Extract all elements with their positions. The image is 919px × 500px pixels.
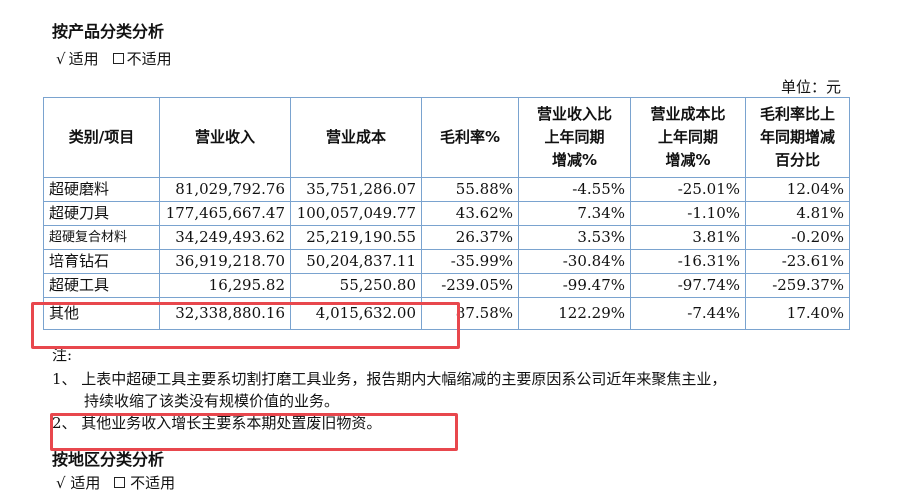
cell-margin-change: 17.40% [745,297,850,330]
cell-margin-change: 12.04% [745,177,850,202]
highlight-box-other-row [31,302,460,349]
cell-margin: -239.05% [421,273,519,298]
header-category: 类别/项目 [43,97,160,178]
header-revenue-change: 营业收入比 上年同期 增减% [518,97,631,178]
header-margin-change: 毛利率比上 年同期增减 百分比 [745,97,850,178]
section2-title: 按地区分类分析 [52,450,165,469]
section-title: 按产品分类分析 [52,22,165,41]
cell-cost-change: -25.01% [630,177,746,202]
empty-checkbox-icon [114,477,126,488]
cell-revenue-change: -4.55% [518,177,631,202]
cell-margin-change: -259.37% [745,273,850,298]
option-not-applicable: 不适用 [112,48,172,69]
cell-revenue-change: 122.29% [518,297,631,330]
header-cost-change-line1: 营业成本比 [650,105,726,123]
empty-checkbox-icon [112,53,124,64]
header-gross-margin: 毛利率% [421,97,519,178]
cell-category: 超硬复合材料 [43,225,160,250]
cell-revenue-change: -99.47% [518,273,631,298]
table-row: 超硬复合材料 34,249,493.62 25,219,190.55 26.37… [43,225,850,250]
option-not-applicable-label-2: 不适用 [130,474,176,492]
notes-block: 注: 1、 上表中超硬工具主要系切割打磨工具业务，报告期内大幅缩减的主要原因系公… [52,344,726,434]
cell-cost-change: 3.81% [630,225,746,250]
cell-cost-change: -16.31% [630,249,746,274]
note-1-line1: 1、 上表中超硬工具主要系切割打磨工具业务，报告期内大幅缩减的主要原因系公司近年… [52,370,727,388]
cell-cost: 25,219,190.55 [290,225,422,250]
cell-cost: 55,250.80 [290,273,422,298]
cell-category: 超硬工具 [43,273,160,298]
header-cost-change-line3: 增减% [665,151,711,169]
header-margin-change-line1: 毛利率比上 [759,105,835,123]
cell-cost: 35,751,286.07 [290,177,422,202]
table-row: 超硬刀具 177,465,667.47 100,057,049.77 43.62… [43,201,850,226]
table-header-row: 类别/项目 营业收入 营业成本 毛利率% 营业收入比 上年同期 增减% 营业成本… [43,97,850,178]
header-margin-change-line2: 年同期增减 [759,128,835,146]
cell-cost-change: -97.74% [630,273,746,298]
cell-cost: 50,204,837.11 [290,249,422,274]
header-revenue-change-line3: 增减% [551,151,598,169]
header-margin-change-line3: 百分比 [774,151,820,169]
check-mark-icon: √ [56,49,66,68]
option-not-applicable-2: 不适用 [114,472,175,493]
option-applicable: √ 适用 [56,48,99,69]
highlight-box-note-2 [50,413,458,451]
header-cost-change: 营业成本比 上年同期 增减% [630,97,746,178]
header-revenue-change-line1: 营业收入比 [536,105,612,123]
applicability-options: √ 适用 不适用 [56,48,172,69]
cell-category: 超硬磨料 [43,177,160,202]
table-row: 培育钻石 36,919,218.70 50,204,837.11 -35.99%… [43,249,850,274]
table-row: 超硬工具 16,295.82 55,250.80 -239.05% -99.47… [43,273,850,298]
option-applicable-label-2: 适用 [70,474,101,492]
cell-cost: 100,057,049.77 [290,201,422,226]
cell-category: 培育钻石 [43,249,160,274]
header-revenue-change-line2: 上年同期 [544,128,605,146]
header-cost: 营业成本 [290,97,422,178]
cell-revenue: 16,295.82 [159,273,291,298]
table-row: 超硬磨料 81,029,792.76 35,751,286.07 55.88% … [43,177,850,202]
cell-revenue-change: 7.34% [518,201,631,226]
header-revenue: 营业收入 [159,97,291,178]
check-mark-icon: √ [56,474,66,492]
cell-cost-change: -1.10% [630,201,746,226]
cell-revenue-change: -30.84% [518,249,631,274]
cell-revenue: 177,465,667.47 [159,201,291,226]
note-2: 2、 其他业务收入增长主要系本期处置废旧物资。 [52,414,382,432]
product-analysis-table: 类别/项目 营业收入 营业成本 毛利率% 营业收入比 上年同期 增减% 营业成本… [43,97,850,330]
cell-margin: -35.99% [421,249,519,274]
applicability-options-2: √ 适用 不适用 [56,472,175,493]
cell-margin: 43.62% [421,201,519,226]
cell-margin-change: -0.20% [745,225,850,250]
note-1-line2: 持续收缩了该类没有规模价值的业务。 [84,392,340,410]
cell-revenue: 81,029,792.76 [159,177,291,202]
cell-margin-change: -23.61% [745,249,850,274]
option-not-applicable-label: 不适用 [126,50,172,68]
cell-revenue: 36,919,218.70 [159,249,291,274]
cell-margin-change: 4.81% [745,201,850,226]
cell-revenue-change: 3.53% [518,225,631,250]
cell-margin: 26.37% [421,225,519,250]
header-cost-change-line2: 上年同期 [657,128,718,146]
unit-label: 单位：元 [780,78,841,96]
notes-label: 注: [52,346,73,364]
cell-revenue: 34,249,493.62 [159,225,291,250]
cell-category: 超硬刀具 [43,201,160,226]
cell-margin: 55.88% [421,177,519,202]
option-applicable-2: √ 适用 [56,472,100,493]
option-applicable-label: 适用 [68,50,99,68]
cell-cost-change: -7.44% [630,297,746,330]
